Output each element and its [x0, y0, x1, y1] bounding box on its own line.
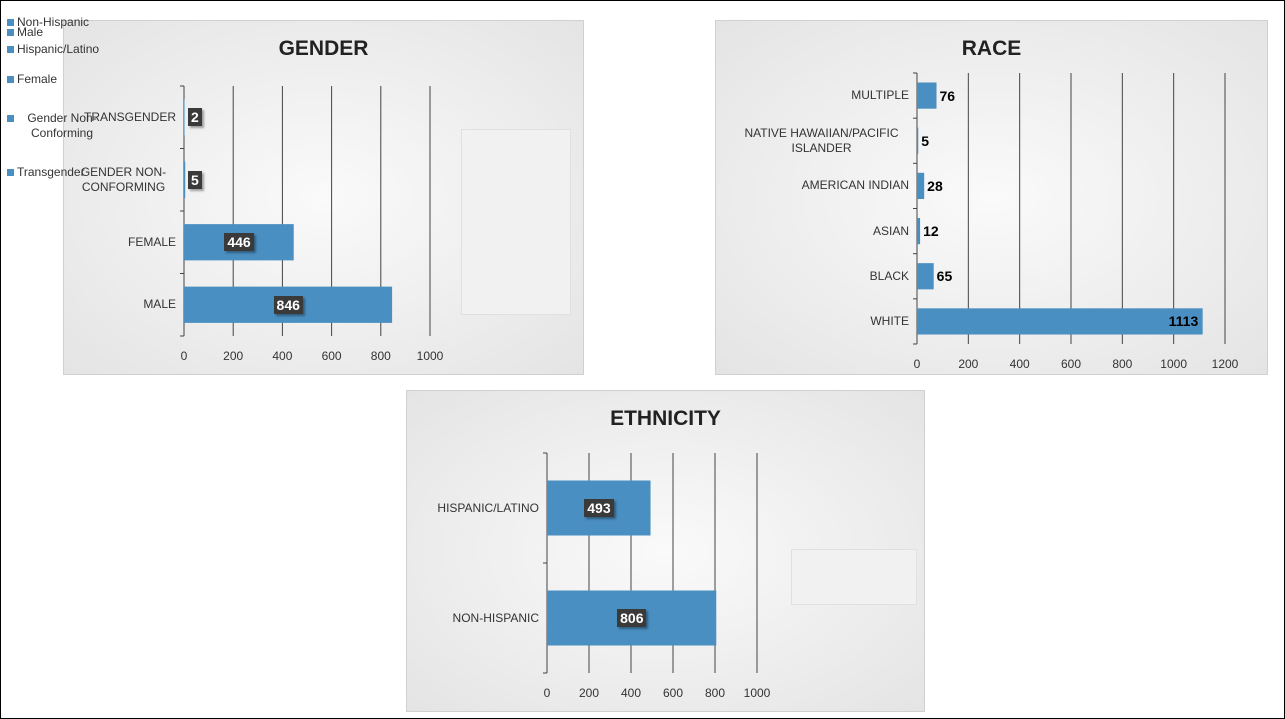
x-tick-label: 0: [180, 349, 188, 363]
bar: [917, 127, 919, 154]
y-tick-label: TRANSGENDER: [83, 109, 176, 124]
y-tick-label: GENDER NON-CONFORMING: [80, 164, 167, 194]
x-tick-label: 1000: [743, 686, 771, 700]
chart-title: GENDER: [278, 37, 369, 60]
y-tick-label: MULTIPLE: [851, 88, 909, 103]
legend: [791, 549, 917, 605]
data-label: 806: [617, 609, 647, 627]
y-tick-label: MALE: [143, 297, 176, 312]
legend-swatch: [7, 75, 14, 83]
bar: [917, 172, 925, 200]
legend-label: Female: [17, 71, 58, 86]
bar: [917, 263, 934, 290]
bar: [917, 308, 1203, 335]
legend-label: Transgender: [17, 165, 85, 180]
legend: [461, 129, 571, 315]
data-label: 846: [273, 295, 303, 314]
y-tick-label: HISPANIC/LATINO: [437, 500, 539, 515]
bar: [917, 82, 937, 109]
data-label: 76: [939, 87, 956, 104]
legend-swatch: [7, 114, 14, 122]
legend-swatch: [7, 19, 14, 26]
bar: [184, 161, 186, 198]
legend-entry: Non-Hispanic: [7, 15, 123, 30]
x-tick-label: 200: [223, 349, 244, 363]
legend-swatch: [7, 169, 14, 177]
data-label: 12: [923, 223, 939, 240]
x-tick-label: 600: [1060, 357, 1082, 371]
legend-entry: Transgender: [7, 165, 107, 180]
data-label: 5: [921, 132, 930, 149]
x-tick-label: 400: [1009, 357, 1030, 371]
legend-entry: Gender Non-Conforming: [7, 111, 107, 141]
legend-entry: Female: [7, 72, 107, 87]
data-label: 28: [927, 177, 943, 194]
x-tick-label: 200: [578, 686, 600, 700]
data-label: 493: [584, 499, 614, 517]
x-tick-label: 800: [370, 349, 391, 363]
legend-swatch: [7, 28, 14, 36]
y-tick-label: FEMALE: [127, 234, 176, 249]
x-tick-label: 400: [620, 686, 642, 700]
data-label: 446: [224, 233, 254, 252]
x-tick-label: 800: [1112, 357, 1133, 371]
x-tick-label: 1200: [1211, 357, 1239, 371]
chart-title: ETHNICITY: [610, 407, 721, 430]
legend-label: Non-Hispanic: [17, 15, 90, 29]
legend-label: Hispanic/Latino: [17, 42, 100, 56]
x-tick-label: 600: [321, 349, 342, 363]
data-label: 2: [188, 108, 202, 127]
y-tick-label: WHITE: [870, 313, 909, 328]
x-tick-label: 400: [272, 349, 293, 363]
legend-entry: Male: [7, 25, 107, 40]
data-label: 1113: [1168, 313, 1199, 330]
x-tick-label: 600: [662, 686, 684, 700]
legend-entry: Hispanic/Latino: [7, 42, 123, 57]
data-label: 65: [936, 268, 953, 285]
x-tick-label: 1000: [416, 349, 444, 363]
legend-label: Gender Non-Conforming: [27, 110, 97, 140]
y-tick-label: NON-HISPANIC: [452, 610, 539, 625]
legend-label: Male: [17, 24, 44, 39]
data-label: 5: [188, 170, 202, 189]
x-tick-label: 800: [704, 686, 726, 700]
y-tick-label: BLACK: [869, 268, 909, 283]
x-tick-label: 0: [543, 686, 551, 700]
legend-swatch: [7, 46, 14, 53]
x-tick-label: 200: [958, 357, 979, 371]
bar: [917, 217, 921, 245]
chart-title: RACE: [961, 37, 1022, 60]
y-tick-label: NATIVE HAWAIIAN/PACIFIC ISLANDER: [744, 125, 899, 155]
x-tick-label: 0: [913, 357, 921, 371]
y-tick-label: ASIAN: [872, 223, 909, 238]
y-tick-label: AMERICAN INDIAN: [801, 178, 909, 193]
x-tick-label: 1000: [1160, 357, 1187, 371]
